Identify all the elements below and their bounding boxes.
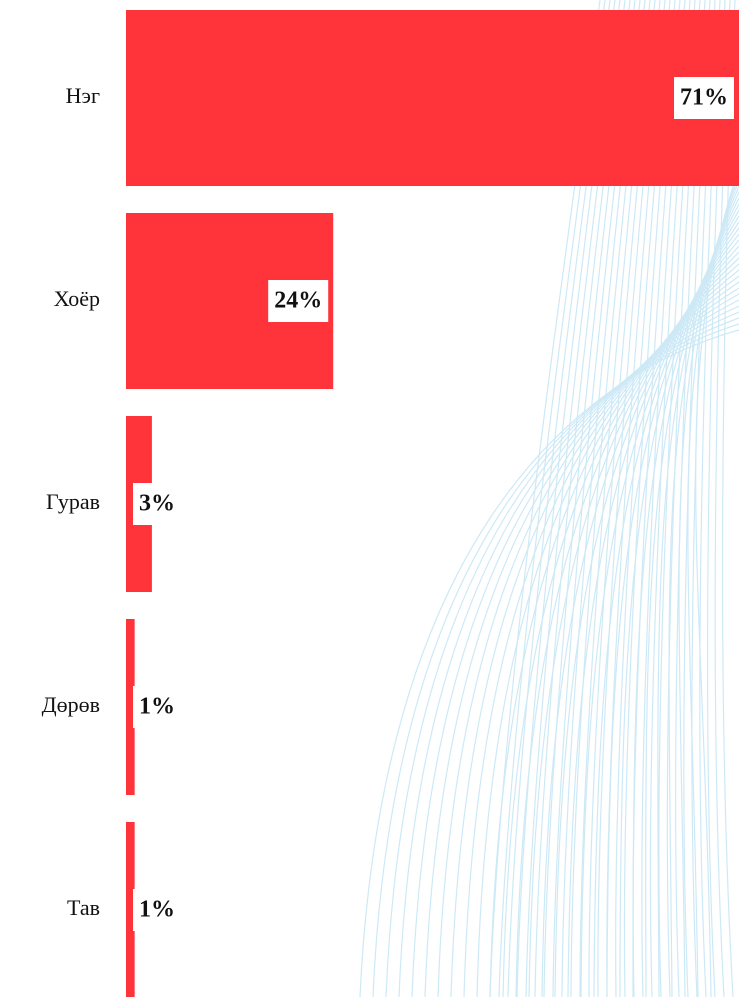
value-label-group: 1%	[133, 686, 181, 728]
bar	[126, 10, 739, 186]
category-label: Нэг	[66, 83, 100, 108]
value-label: 1%	[139, 897, 175, 923]
plot-area: Нэг 71% Хоёр 24% Гурав 3% Дөрөв 1% Тав 1%	[42, 10, 739, 997]
value-label-group: 3%	[133, 483, 181, 525]
decor-curve	[695, 167, 739, 997]
category-label: Тав	[67, 895, 100, 920]
value-label-group: 1%	[133, 889, 181, 931]
decor-curve	[567, 233, 739, 997]
value-label-box	[133, 889, 181, 931]
value-label-box	[133, 483, 181, 525]
value-label: 71%	[680, 85, 728, 111]
category-label: Дөрөв	[42, 692, 100, 717]
value-label-box	[133, 686, 181, 728]
bar	[126, 619, 135, 795]
decor-curve	[687, 173, 739, 997]
bar	[126, 822, 135, 997]
decor-curve	[359, 329, 739, 997]
decor-curve	[398, 311, 739, 997]
value-label-box	[674, 77, 734, 119]
decor-curve	[385, 317, 739, 997]
value-label: 1%	[139, 694, 175, 720]
decor-curve	[372, 323, 739, 997]
value-label-group: 71%	[674, 77, 734, 119]
category-label: Хоёр	[54, 286, 100, 311]
value-label: 3%	[139, 491, 175, 517]
decor-curve	[657, 191, 739, 997]
decor-curve	[411, 305, 739, 997]
decor-curve	[645, 197, 739, 997]
decor-curve	[668, 185, 739, 997]
category-label: Гурав	[46, 489, 100, 514]
value-label-box	[268, 280, 329, 322]
decor-curve	[678, 179, 739, 997]
value-label: 24%	[274, 288, 322, 314]
value-label-group: 24%	[268, 280, 329, 322]
